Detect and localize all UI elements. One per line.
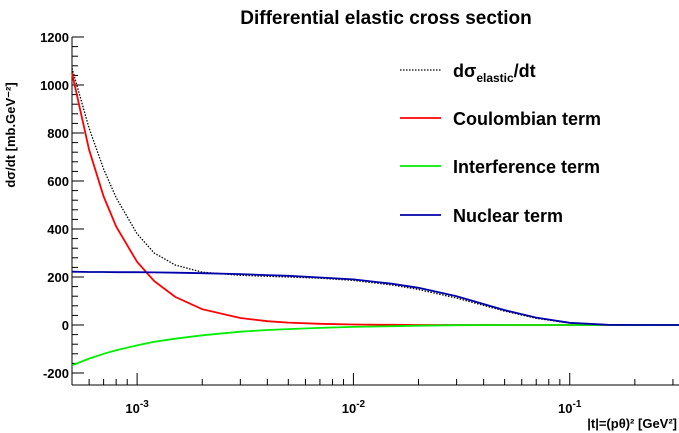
legend-label: dσelastic/dt	[453, 61, 536, 85]
series-line-0	[71, 68, 679, 326]
y-tick-label: 200	[47, 270, 69, 285]
legend-label: Coulombian term	[453, 109, 601, 129]
series-lines	[71, 68, 679, 367]
y-tick-label: 400	[47, 222, 69, 237]
y-tick-label: 0	[62, 318, 69, 333]
legend-label: Interference term	[453, 157, 600, 177]
series-line-3	[71, 270, 679, 326]
chart-title: Differential elastic cross section	[240, 8, 531, 29]
y-tick-label: 800	[47, 126, 69, 141]
axes	[71, 37, 679, 386]
y-tick-label: 1200	[40, 30, 69, 45]
legend-label: Nuclear term	[453, 206, 563, 226]
ticks	[71, 36, 674, 385]
tick-labels: -200 0 200 400 600 800 1000 1200 10-3 10-2 10-1	[40, 30, 582, 416]
y-tick-label: -200	[43, 366, 69, 381]
legend: dσelastic/dt Coulombian term Interference …	[400, 61, 601, 226]
x-tick-label: 10-2	[342, 399, 366, 416]
y-tick-label: 600	[47, 174, 69, 189]
y-tick-label: 1000	[40, 78, 69, 93]
x-tick-label: 10-1	[558, 399, 582, 416]
x-tick-label: 10-3	[125, 399, 149, 416]
x-axis-title: |t|=(pθ)² [GeV²]	[587, 416, 677, 431]
y-axis-title: dσ/dt [mb.GeV⁻²]	[3, 82, 18, 187]
series-line-2	[71, 324, 679, 367]
